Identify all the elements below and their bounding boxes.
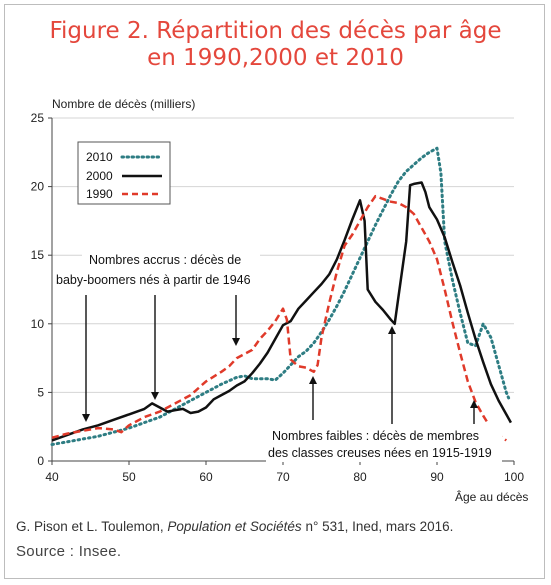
annotation-arrows: [82, 295, 478, 426]
x-tick-label: 80: [353, 470, 367, 484]
x-tick-label: 70: [276, 470, 290, 484]
x-tick-label: 50: [122, 470, 136, 484]
x-tick-label: 90: [430, 470, 444, 484]
source-line: Source : Insee.: [16, 543, 122, 560]
y-axis-label: Nombre de décès (milliers): [52, 97, 195, 111]
series-line-2000: [51, 181, 512, 442]
y-tick-label: 5: [37, 385, 44, 399]
credit-journal: Population et Sociétés: [167, 519, 302, 534]
series-line-1990: [51, 194, 508, 442]
legend-label-1990: 1990: [86, 187, 113, 201]
series-group: [50, 146, 512, 446]
credit-suffix: n° 531, Ined, mars 2016.: [301, 519, 454, 534]
y-tick-label: 10: [31, 317, 45, 331]
annotation-accrus-line1: Nombres accrus : décès de: [89, 253, 241, 267]
legend-label-2000: 2000: [86, 169, 113, 183]
credit-prefix: G. Pison et L. Toulemon,: [16, 519, 168, 534]
title-line-2: en 1990,2000 et 2010: [147, 45, 404, 71]
annotation-faibles-line2: des classes creuses nées en 1915-1919: [268, 446, 492, 460]
legend: 2010 2000 1990: [77, 141, 171, 205]
annotation-faibles-bg: [266, 424, 502, 462]
x-tick-label: 60: [199, 470, 213, 484]
x-axis-label: Âge au décès: [455, 489, 528, 504]
axes: 0 5 10 15 20 25 40 50 60 70 80 90 100: [31, 111, 525, 484]
y-tick-label: 0: [37, 454, 44, 468]
figure-title: Figure 2. Répartition des décès par âge …: [0, 18, 551, 72]
legend-label-2010: 2010: [86, 150, 113, 164]
y-tick-label: 15: [31, 248, 45, 262]
y-tick-label: 25: [31, 111, 45, 125]
x-tick-label: 100: [504, 470, 524, 484]
x-tick-label: 40: [45, 470, 59, 484]
annotation-accrus-line2: baby-boomers nés à partir de 1946: [56, 273, 251, 287]
credit-line: G. Pison et L. Toulemon, Population et S…: [16, 519, 453, 534]
y-tick-label: 20: [31, 180, 45, 194]
annotation-faibles-line1: Nombres faibles : décès de membres: [272, 429, 479, 443]
series-line-2010: [50, 146, 511, 446]
annotation-accrus-bg: [82, 248, 260, 288]
title-line-1: Figure 2. Répartition des décès par âge: [49, 18, 502, 44]
